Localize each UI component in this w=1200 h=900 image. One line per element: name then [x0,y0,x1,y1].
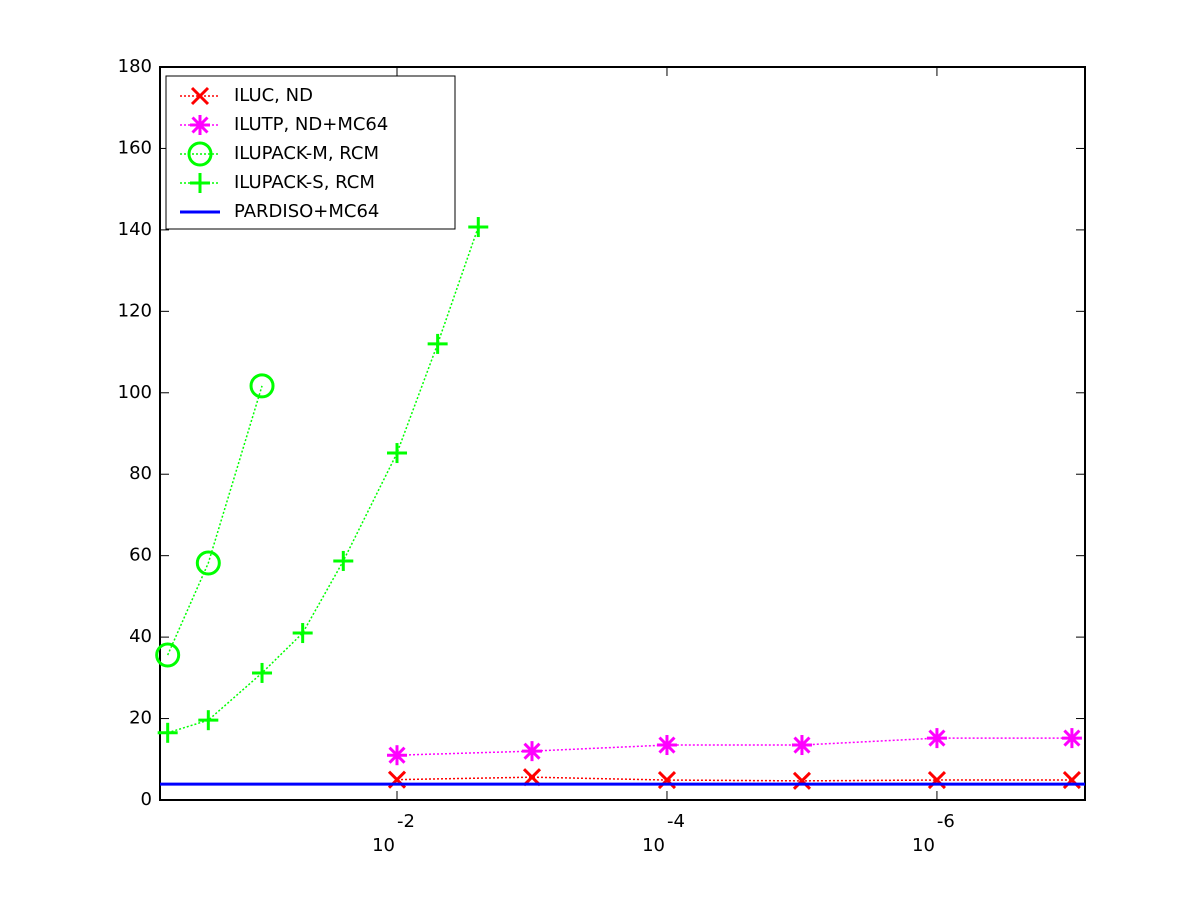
y-tick-label: 180 [118,56,152,77]
marker [387,745,408,766]
marker-stroke [522,768,542,787]
y-tick-label: 140 [118,219,152,240]
marker [292,623,313,644]
marker-stroke [658,736,676,754]
marker-stroke [1063,729,1081,747]
marker [195,550,221,576]
legend-label: ILUC, ND [234,85,313,106]
marker-stroke [928,729,946,747]
y-tick-label: 20 [129,708,152,729]
series-line [396,776,1072,782]
legend-box [165,75,456,230]
marker [427,333,448,354]
marker [333,550,354,571]
y-tick-label: 120 [118,300,152,321]
marker [190,173,210,193]
marker [926,728,947,749]
marker-stroke [388,746,406,764]
legend-label: ILUTP, ND+MC64 [234,114,388,135]
legend-label: ILUPACK-M, RCM [234,143,379,164]
marker [249,373,275,399]
x-tick-exponent: -4 [667,811,685,832]
y-tick-label: 40 [129,626,152,647]
legend-label: ILUPACK-S, RCM [234,172,375,193]
marker [387,443,408,464]
marker-stroke [249,373,275,399]
marker-stroke [792,771,812,790]
marker [198,710,219,731]
marker-stroke [523,742,541,760]
marker [252,662,273,683]
marker [656,735,677,756]
marker [468,217,489,238]
x-tick-label: 10 [912,835,935,856]
x-tick-label: 10 [372,835,395,856]
marker [791,735,812,756]
series-line [166,385,263,656]
x-tick-exponent: -2 [397,811,415,832]
marker [187,141,213,167]
axes-box [159,66,1086,801]
series-line [167,226,479,734]
marker-stroke [195,550,221,576]
y-tick-label: 0 [141,789,152,810]
marker [792,771,812,790]
marker [190,115,210,135]
marker [521,741,542,762]
y-tick-label: 80 [129,463,152,484]
marker [522,768,542,787]
marker-stroke [190,86,210,106]
legend: ILUC, ND ILUTP, ND+MC64 ILUPACK-M, RCM ILUP… [165,75,456,230]
marker [1061,728,1082,749]
series-line [396,737,1072,756]
y-tick-label: 100 [118,382,152,403]
marker-stroke [187,141,213,167]
y-tick-label: 60 [129,545,152,566]
x-tick-exponent: -6 [937,811,955,832]
x-tick-label: 10 [642,835,665,856]
marker-stroke [191,116,209,134]
marker [190,86,210,106]
marker [155,642,181,668]
marker-stroke [793,736,811,754]
marker [157,722,178,743]
marker-stroke [155,642,181,668]
y-tick-label: 160 [118,137,152,158]
legend-label: PARDISO+MC64 [234,201,379,222]
